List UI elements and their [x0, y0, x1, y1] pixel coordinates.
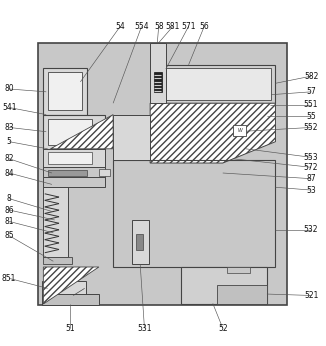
Bar	[217, 285, 267, 304]
Polygon shape	[150, 103, 275, 163]
Polygon shape	[227, 267, 250, 273]
Text: 8: 8	[7, 194, 11, 203]
Text: 51: 51	[66, 324, 75, 333]
Text: 571: 571	[181, 22, 196, 31]
Bar	[132, 220, 149, 264]
Bar	[43, 167, 105, 177]
Text: 554: 554	[134, 22, 149, 31]
Bar	[164, 67, 271, 100]
Bar	[42, 281, 86, 295]
Text: 531: 531	[137, 324, 152, 333]
Bar	[43, 115, 105, 149]
Text: 5: 5	[7, 137, 12, 146]
Bar	[136, 234, 143, 250]
Text: 53: 53	[306, 185, 316, 194]
Text: 521: 521	[304, 291, 318, 300]
Text: 86: 86	[4, 206, 14, 215]
Text: 552: 552	[304, 123, 318, 132]
Bar	[43, 67, 87, 115]
Text: 551: 551	[304, 100, 318, 109]
Text: 541: 541	[2, 103, 16, 112]
Bar	[113, 160, 275, 267]
Bar	[48, 119, 92, 145]
Text: 87: 87	[306, 174, 316, 183]
Text: 82: 82	[5, 154, 14, 163]
Text: 83: 83	[4, 123, 14, 132]
Bar	[43, 257, 72, 264]
Text: 56: 56	[200, 22, 209, 31]
Text: 553: 553	[304, 153, 319, 162]
Polygon shape	[51, 115, 113, 149]
Text: 532: 532	[304, 226, 318, 235]
Text: 582: 582	[304, 72, 318, 81]
Bar	[113, 115, 150, 160]
Bar	[154, 72, 162, 92]
Bar	[150, 43, 166, 103]
Bar	[160, 65, 275, 103]
Text: 84: 84	[4, 169, 14, 177]
Bar	[99, 169, 110, 176]
Text: 54: 54	[115, 22, 125, 31]
Text: 80: 80	[4, 84, 14, 93]
Text: 572: 572	[304, 163, 318, 172]
Bar	[43, 149, 105, 167]
Bar	[182, 267, 267, 304]
Text: 52: 52	[218, 324, 228, 333]
Bar	[42, 294, 99, 306]
Text: 581: 581	[166, 22, 180, 31]
Bar	[43, 187, 67, 257]
Text: 81: 81	[5, 217, 14, 226]
Bar	[48, 170, 87, 176]
Polygon shape	[43, 267, 99, 304]
Text: 55: 55	[306, 111, 316, 120]
Bar	[37, 43, 287, 306]
Text: 851: 851	[2, 274, 16, 283]
Bar	[233, 125, 246, 136]
Text: 85: 85	[4, 231, 14, 240]
Bar	[48, 152, 92, 164]
Bar	[43, 177, 105, 187]
Text: 57: 57	[306, 87, 316, 96]
Text: W: W	[237, 128, 242, 133]
Bar	[48, 72, 82, 110]
Text: 58: 58	[154, 22, 164, 31]
